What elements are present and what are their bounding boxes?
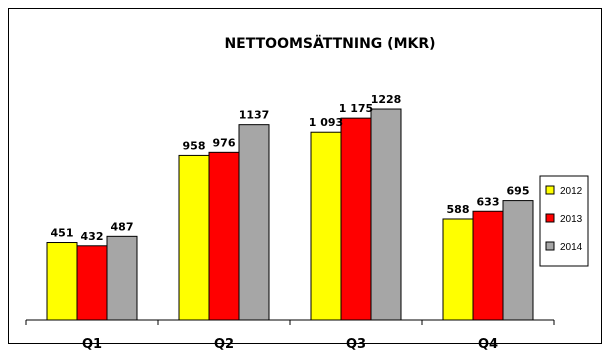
bar-2014-Q2: [238, 124, 270, 321]
bar-2012-Q1: [46, 242, 78, 321]
bars-group: [46, 108, 534, 321]
bar-2013-Q1: [76, 245, 108, 321]
x-tick-label-Q3: Q3: [346, 337, 366, 352]
bar-2014-Q4: [502, 200, 534, 321]
bar-2013-Q2: [208, 151, 240, 321]
data-label-2012-Q2: 958: [183, 139, 206, 152]
bar-2013-Q3: [340, 117, 372, 321]
x-tick-label-Q2: Q2: [214, 337, 234, 352]
bar-2014-Q1: [106, 235, 138, 321]
data-label-2012-Q1: 451: [51, 227, 74, 240]
chart-title: NETTOOMSÄTTNING (MKR): [224, 35, 435, 52]
legend-swatch-2012: [545, 185, 555, 195]
bar-2013-Q4: [472, 210, 504, 321]
legend-label-2013: 2013: [560, 214, 583, 225]
legend-label-2014: 2014: [560, 242, 583, 253]
data-label-2013-Q2: 976: [213, 136, 236, 149]
data-label-2014-Q1: 487: [111, 220, 134, 233]
legend-label-2012: 2012: [560, 186, 583, 197]
bar-2012-Q3: [310, 131, 342, 321]
x-tick-label-Q1: Q1: [82, 337, 102, 352]
data-label-2013-Q3: 1 175: [339, 102, 373, 115]
legend-swatch-2014: [545, 241, 555, 251]
x-tick-label-Q4: Q4: [478, 337, 498, 352]
data-label-2012-Q4: 588: [447, 203, 470, 216]
data-label-2014-Q2: 1137: [239, 109, 270, 122]
data-label-2012-Q3: 1 093: [309, 116, 343, 129]
data-label-2013-Q4: 633: [477, 195, 500, 208]
x-axis: Q1 Q2 Q3 Q4: [25, 319, 555, 352]
bar-2012-Q2: [178, 154, 210, 321]
data-label-2013-Q1: 432: [81, 230, 104, 243]
bar-2012-Q4: [442, 218, 474, 321]
bar-2014-Q3: [370, 108, 402, 321]
legend-swatch-2013: [545, 213, 555, 223]
legend: 2012 2013 2014: [539, 175, 589, 267]
data-label-2014-Q4: 695: [507, 185, 530, 198]
data-label-2014-Q3: 1228: [371, 93, 402, 106]
